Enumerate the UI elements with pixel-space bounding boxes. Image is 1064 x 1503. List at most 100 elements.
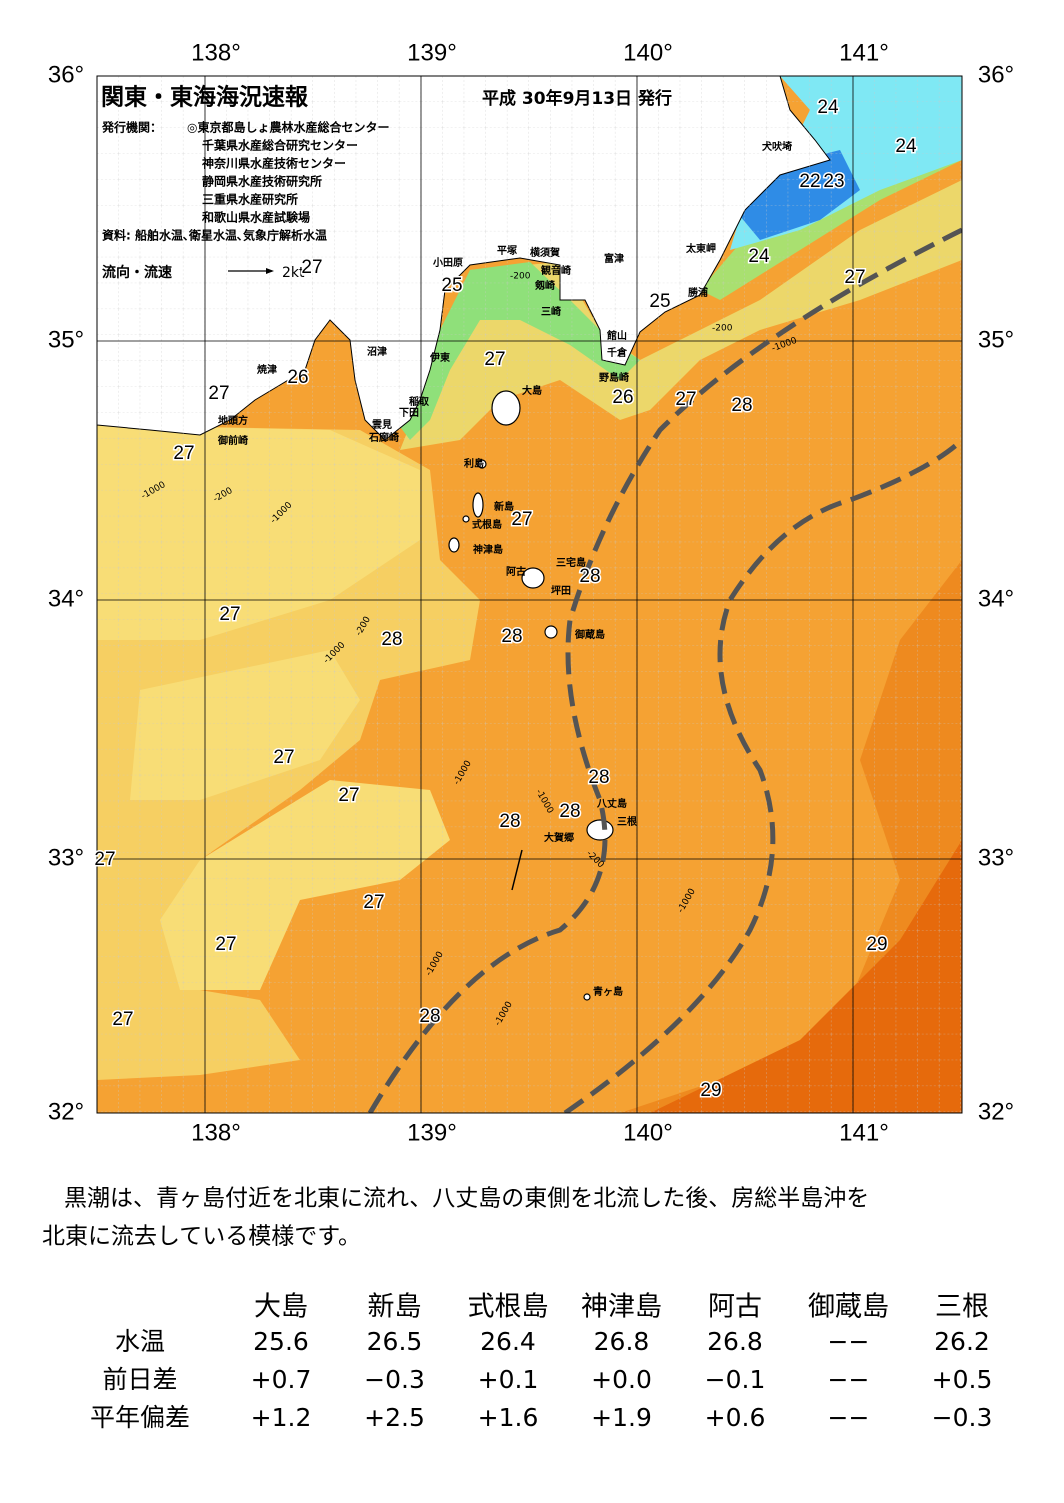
temp-label: 28 [588,767,609,788]
lon-label: 141° [839,39,889,66]
place: 大島 [522,384,542,397]
place: 野島崎 [599,371,629,384]
place: 勝浦 [688,286,708,299]
current-arrow [511,849,523,891]
column-header: 阿古 [708,1292,762,1323]
temp-label: 27 [273,747,294,768]
place: 石廊崎 [368,431,399,444]
lon-label: 139° [407,39,457,66]
issuer: ◎東京都島しょ農林水産総合センター [187,120,389,135]
temp-label: 24 [895,136,917,157]
issuer: 神奈川県水産技術センター [202,156,346,171]
issuer-label: 発行機関： [101,120,162,135]
issuer: 三重県水産研究所 [202,192,298,207]
kuroshio-axis [367,227,962,1113]
island [521,567,545,589]
lat-label: 36° [48,61,84,88]
place: 富津 [604,252,624,265]
legend: 流向・流速 [102,264,172,281]
temp-label: 24 [748,246,770,267]
place: 太東岬 [685,242,716,255]
place: 千倉 [607,346,628,359]
place: 犬吠埼 [762,140,792,153]
temp-label: 27 [208,383,229,404]
summary-line: 北東に流去している模様です。 [42,1224,361,1250]
island [583,993,591,1001]
temp-label: 27 [363,892,384,913]
legend-arrowhead [266,268,274,274]
place-labels: 犬吠埼 太東岬 勝浦 富津 横須賀 平塚 観音崎 剱崎 三崎 館山 千倉 野島崎… [217,140,792,998]
issuer: 静岡県水産技術研究所 [202,174,322,189]
island [586,819,614,841]
place: 御蔵島 [574,628,605,641]
place: 神津島 [473,543,503,556]
place: 稲取 [409,395,430,408]
place: 沼津 [367,345,387,358]
depth-label: -200 [510,272,531,282]
column-header: 新島 [368,1292,422,1323]
place: 雲見 [372,419,392,431]
lat-label: 33° [978,844,1014,871]
place: 地頭方 [218,414,248,427]
cell: −0.3 [364,1365,425,1394]
temp-label: 27 [511,509,532,530]
summary-line: 黒潮は、青ヶ島付近を北東に流れ、八丈島の東側を北流した後、房総半島沖を [64,1186,869,1212]
temp-label: 28 [499,811,520,832]
temp-label: 28 [559,801,580,822]
lon-label: 139° [407,1119,457,1146]
cell: 26.8 [594,1327,650,1356]
cell: 26.4 [480,1327,536,1356]
cell: −− [828,1365,870,1394]
place: 三宅島 [556,556,586,569]
place: 新島 [494,500,514,513]
lat-label: 34° [978,585,1014,612]
temp-label: 28 [381,629,402,650]
temp-label: 28 [419,1006,440,1027]
temp-label: 27 [219,604,240,625]
temp-label: 23 [823,171,844,192]
temp-label: 27 [173,443,194,464]
summary: 黒潮は、青ヶ島付近を北東に流れ、八丈島の東側を北流した後、房総半島沖を 北東に流… [42,1186,869,1250]
island [544,625,558,639]
place: 小田原 [432,256,463,269]
island [491,390,521,426]
temp-label: 27 [301,257,322,278]
cell: −− [828,1327,870,1356]
place: 伊東 [429,351,450,364]
place: 御前崎 [217,434,248,447]
temp-label: 27 [484,349,505,370]
cell: −− [828,1403,870,1432]
place: 阿古 [506,565,526,578]
temp-label: 27 [338,785,359,806]
temp-label: 29 [866,934,887,955]
cell: 25.6 [253,1327,309,1356]
cell: +0.1 [478,1365,539,1394]
cell: +2.5 [364,1403,425,1432]
graticule [97,76,962,1113]
island [477,459,487,469]
temp-label: 27 [675,389,696,410]
cell: +0.6 [705,1403,766,1432]
place: 下田 [399,407,419,419]
temperature-labels: 24 24 22 23 24 27 25 25 27 26 27 27 26 2… [93,96,919,1103]
lon-label: 141° [839,1119,889,1146]
temp-label: 27 [215,934,236,955]
lat-label: 35° [48,326,84,353]
column-header: 三根 [935,1292,989,1323]
cell: +1.9 [591,1403,652,1432]
temp-label: 25 [649,291,670,312]
temp-label: 27 [94,849,115,870]
island [472,492,484,518]
cell: +1.6 [478,1403,539,1432]
row-label: 平年偏差 [90,1403,190,1432]
lat-label: 32° [48,1098,84,1125]
lon-label: 140° [623,39,673,66]
temp-label: 25 [441,275,462,296]
row-label: 水温 [115,1327,165,1356]
place: 観音崎 [541,264,571,277]
map [97,76,962,1113]
temp-label: 22 [799,171,820,192]
column-header: 神津島 [581,1292,662,1323]
place: 平塚 [497,244,517,257]
